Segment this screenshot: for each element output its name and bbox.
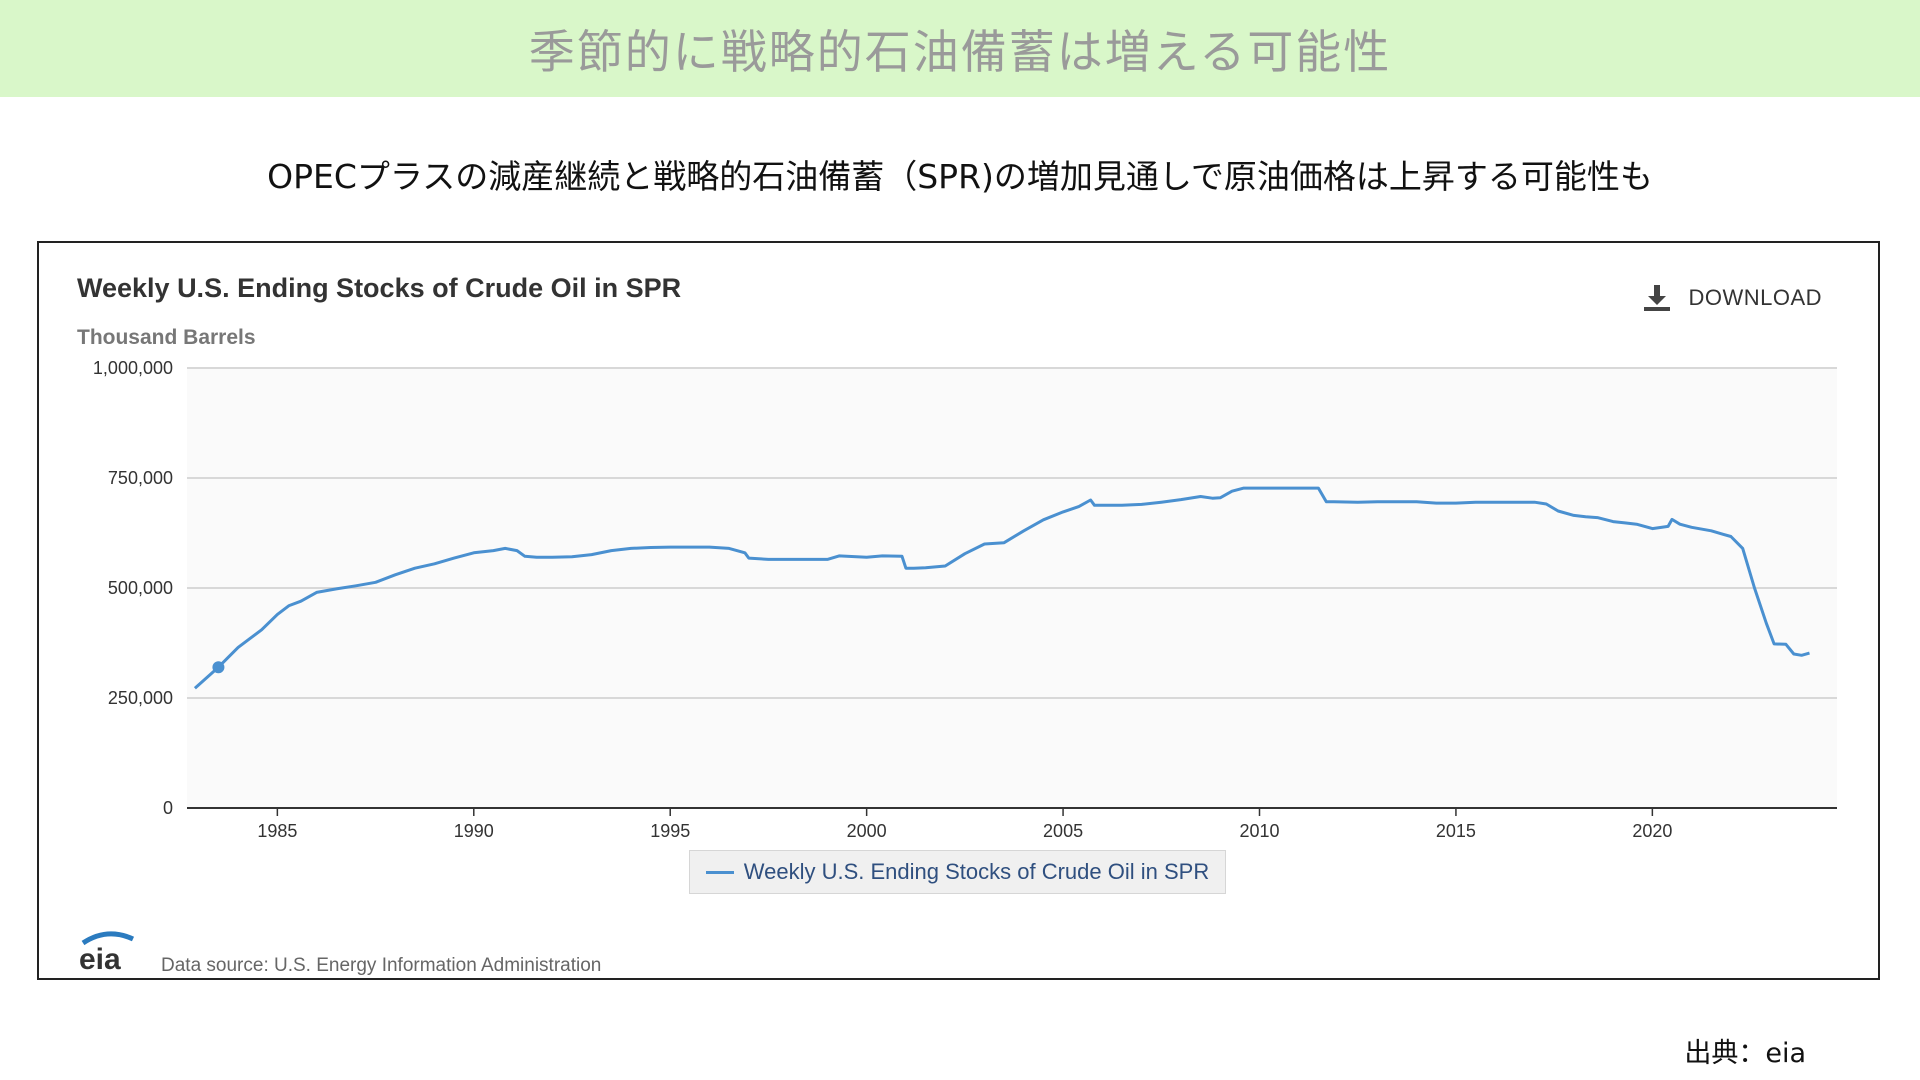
title-banner: 季節的に戦略的石油備蓄は増える可能性 [0, 0, 1920, 97]
chart-title: Weekly U.S. Ending Stocks of Crude Oil i… [77, 273, 682, 303]
x-tick-label: 2010 [1239, 821, 1279, 841]
gridlines [187, 367, 1837, 699]
y-tick-labels: 0 250,000 500,000 750,000 1,000,000 [93, 358, 173, 818]
y-tick-label: 500,000 [108, 578, 173, 598]
x-tick-label: 1990 [454, 821, 494, 841]
legend[interactable]: Weekly U.S. Ending Stocks of Crude Oil i… [689, 850, 1226, 894]
x-tick-label: 2005 [1043, 821, 1083, 841]
eia-logo: eia [79, 931, 135, 973]
highlighted-data-point [212, 661, 225, 674]
series [193, 486, 1810, 690]
y-tick-label: 250,000 [108, 688, 173, 708]
x-tick-label: 2015 [1436, 821, 1476, 841]
y-tick-label: 1,000,000 [93, 358, 173, 378]
chart-panel: Weekly U.S. Ending Stocks of Crude Oil i… [37, 241, 1880, 980]
y-axis-unit-label: Thousand Barrels [77, 326, 256, 349]
x-tick-label: 1985 [257, 821, 297, 841]
x-tick-labels: 1985 1990 1995 2000 2005 2010 2015 2020 [257, 821, 1672, 841]
y-tick-label: 0 [163, 798, 173, 818]
y-tick-label: 750,000 [108, 468, 173, 488]
slide-subtitle: OPECプラスの減産継続と戦略的石油備蓄（SPR)の増加見通しで原油価格は上昇す… [267, 157, 1653, 196]
x-tick-label: 1995 [650, 821, 690, 841]
download-icon [1644, 285, 1671, 311]
legend-label: Weekly U.S. Ending Stocks of Crude Oil i… [743, 859, 1210, 884]
series-line [193, 486, 1810, 690]
x-tick-label: 2020 [1632, 821, 1672, 841]
download-button[interactable]: DOWNLOAD [1642, 283, 1822, 313]
banner-title: 季節的に戦略的石油備蓄は増える可能性 [528, 24, 1392, 79]
svg-text:eia: eia [79, 943, 121, 973]
line-chart: 0 250,000 500,000 750,000 1,000,000 1985 1990… [93, 358, 1837, 841]
data-source-note: Data source: U.S. Energy Information Adm… [161, 955, 602, 976]
download-label: DOWNLOAD [1688, 285, 1822, 310]
legend-swatch [705, 870, 734, 874]
source-credit: 出典：eia [1684, 1038, 1806, 1069]
axes [187, 807, 1837, 816]
x-tick-label: 2000 [847, 821, 887, 841]
